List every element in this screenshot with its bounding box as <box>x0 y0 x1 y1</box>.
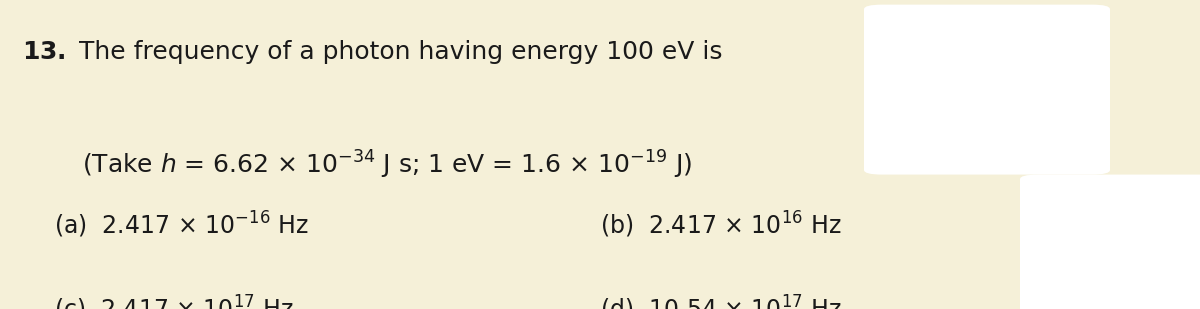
Text: The frequency of a photon having energy 100 eV is: The frequency of a photon having energy … <box>79 40 722 64</box>
Text: $\mathbf{13.}$: $\mathbf{13.}$ <box>22 40 65 64</box>
Text: (c)  2.417 $\times$ 10$^{17}$ Hz: (c) 2.417 $\times$ 10$^{17}$ Hz <box>54 294 294 309</box>
Text: (d)  10.54 $\times$ 10$^{17}$ Hz: (d) 10.54 $\times$ 10$^{17}$ Hz <box>600 294 841 309</box>
Text: (b)  2.417 $\times$ 10$^{16}$ Hz: (b) 2.417 $\times$ 10$^{16}$ Hz <box>600 210 841 240</box>
Text: (a)  2.417 $\times$ 10$^{-16}$ Hz: (a) 2.417 $\times$ 10$^{-16}$ Hz <box>54 210 308 240</box>
Text: (Take $h$ = 6.62 $\times$ 10$^{-34}$ J s; 1 eV = 1.6 $\times$ 10$^{-19}$ J): (Take $h$ = 6.62 $\times$ 10$^{-34}$ J s… <box>82 148 691 180</box>
FancyBboxPatch shape <box>1020 175 1200 309</box>
FancyBboxPatch shape <box>864 5 1110 175</box>
